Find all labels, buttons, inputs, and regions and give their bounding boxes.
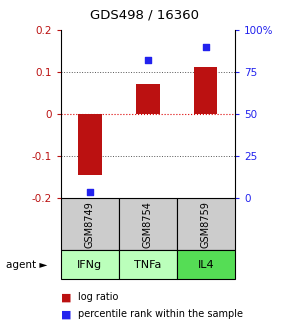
Point: [204, 44, 208, 50]
Point: [88, 190, 92, 195]
Text: log ratio: log ratio: [78, 292, 119, 302]
Point: [146, 58, 150, 63]
Text: agent ►: agent ►: [6, 260, 47, 269]
Text: IFNg: IFNg: [77, 260, 102, 269]
Text: GDS498 / 16360: GDS498 / 16360: [90, 8, 200, 22]
Text: ■: ■: [61, 292, 71, 302]
Text: IL4: IL4: [197, 260, 214, 269]
Bar: [78, 114, 102, 175]
Text: percentile rank within the sample: percentile rank within the sample: [78, 309, 243, 319]
Text: GSM8749: GSM8749: [85, 201, 95, 248]
Text: GSM8754: GSM8754: [143, 201, 153, 248]
Bar: [136, 84, 160, 114]
Text: ■: ■: [61, 309, 71, 319]
Text: TNFa: TNFa: [134, 260, 162, 269]
Bar: [194, 67, 218, 114]
Text: GSM8759: GSM8759: [201, 201, 211, 248]
